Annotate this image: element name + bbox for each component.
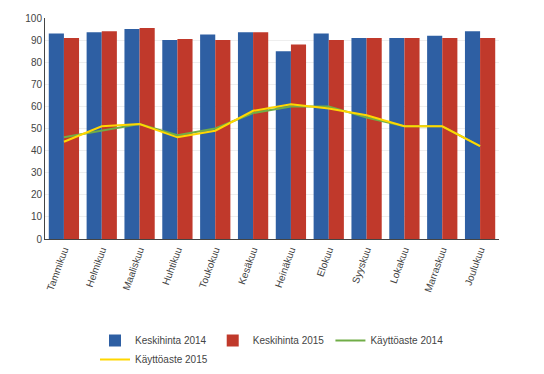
svg-text:Elokuu: Elokuu <box>315 246 336 278</box>
svg-text:Heinäkuu: Heinäkuu <box>273 246 298 289</box>
svg-text:Joulukuu: Joulukuu <box>463 246 487 287</box>
svg-text:Helmikuu: Helmikuu <box>84 246 109 289</box>
svg-text:70: 70 <box>31 79 43 90</box>
svg-text:Syyskuu: Syyskuu <box>350 246 373 285</box>
svg-text:30: 30 <box>31 167 43 178</box>
svg-text:Käyttöaste 2014: Käyttöaste 2014 <box>370 335 443 346</box>
svg-text:100: 100 <box>25 13 42 24</box>
svg-text:90: 90 <box>31 35 43 46</box>
svg-text:Lokakuu: Lokakuu <box>388 246 411 285</box>
svg-text:Keskihinta 2015: Keskihinta 2015 <box>253 335 325 346</box>
svg-text:Kesäkuu: Kesäkuu <box>236 246 260 286</box>
svg-text:Marraskuu: Marraskuu <box>422 246 448 294</box>
svg-text:20: 20 <box>31 189 43 200</box>
svg-text:60: 60 <box>31 101 43 112</box>
svg-text:Huhtikuu: Huhtikuu <box>160 246 184 287</box>
svg-text:Keskihinta 2014: Keskihinta 2014 <box>135 335 207 346</box>
svg-text:Käyttöaste 2015: Käyttöaste 2015 <box>135 354 208 365</box>
svg-text:40: 40 <box>31 145 43 156</box>
svg-text:50: 50 <box>31 123 43 134</box>
svg-text:80: 80 <box>31 57 43 68</box>
svg-text:Tammikuu: Tammikuu <box>45 246 71 293</box>
svg-text:Maaliskuu: Maaliskuu <box>120 246 146 292</box>
svg-text:0: 0 <box>36 234 42 245</box>
svg-text:Toukokuu: Toukokuu <box>197 246 222 290</box>
svg-text:10: 10 <box>31 211 43 222</box>
